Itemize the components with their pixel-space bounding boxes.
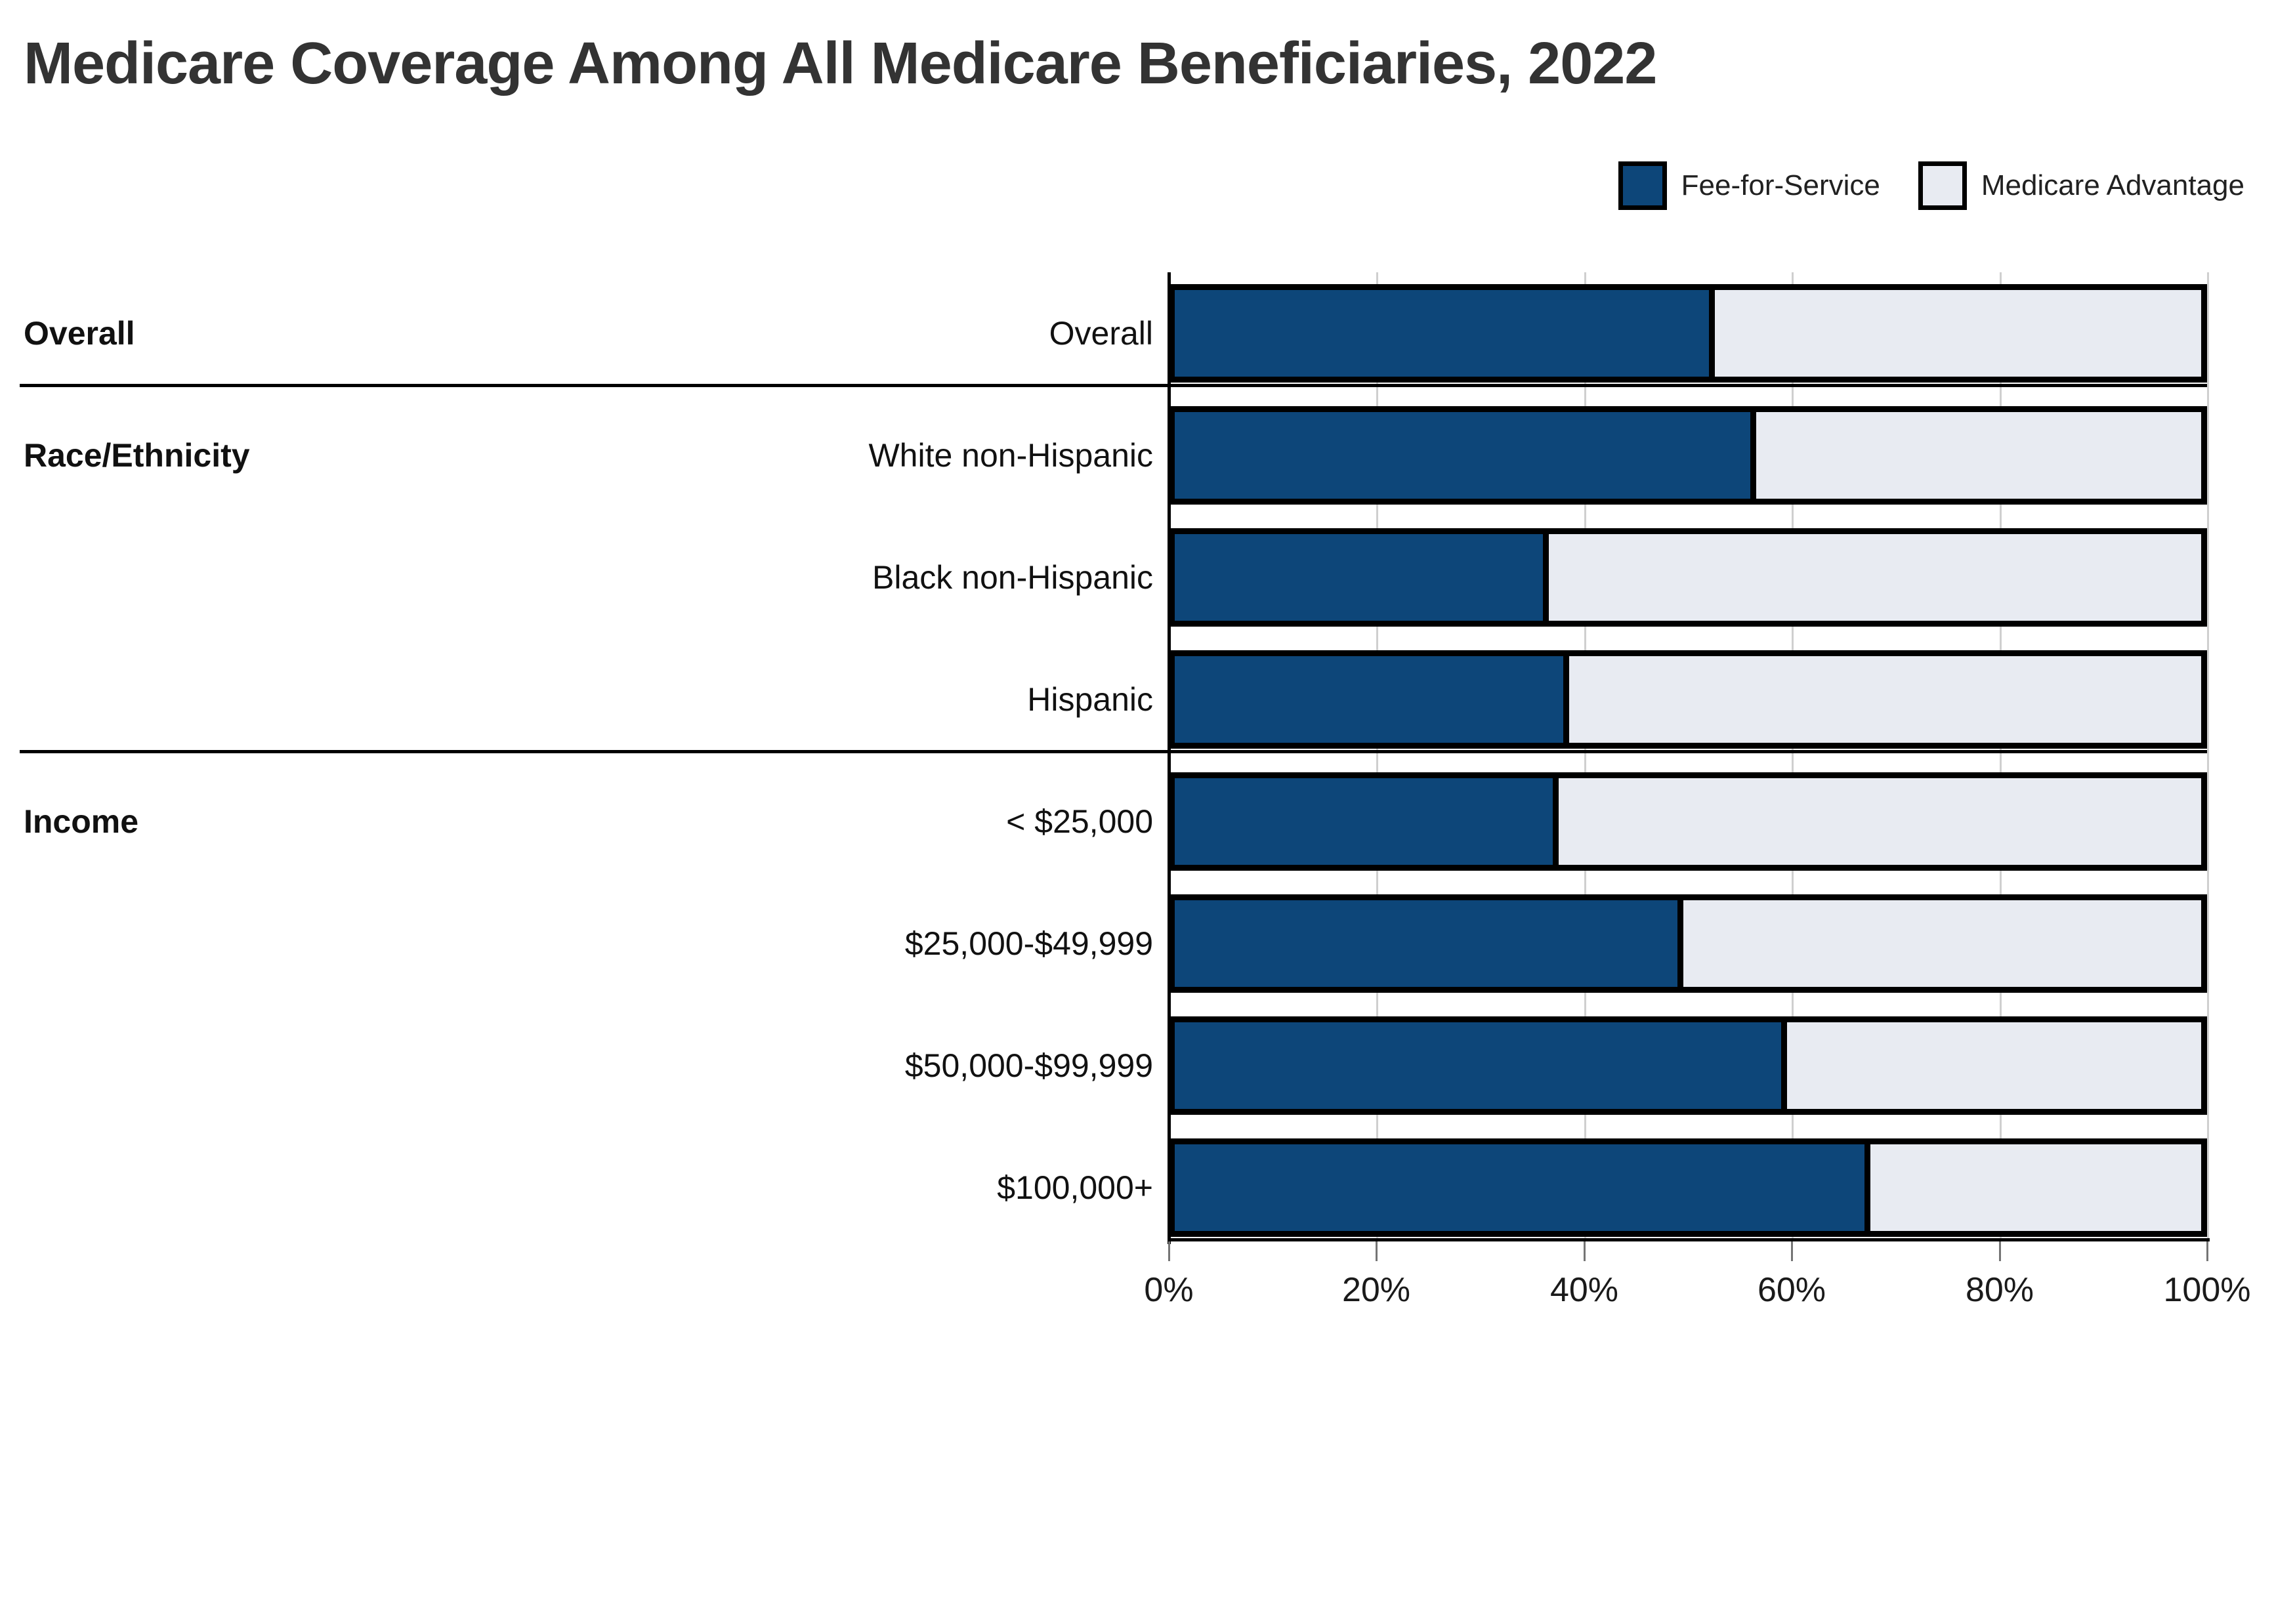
bar-segment-medicare-advantage[interactable] <box>1709 284 2207 383</box>
legend: Fee-for-Service Medicare Advantage <box>1618 161 2244 210</box>
bar-row <box>1169 772 2207 871</box>
bar-segment-fee-for-service[interactable] <box>1169 1138 1864 1237</box>
bar-segment-medicare-advantage[interactable] <box>1677 894 2207 993</box>
x-axis-tick <box>1168 1241 1170 1261</box>
bar-row <box>1169 528 2207 627</box>
fee-for-service-swatch-icon <box>1618 161 1667 210</box>
plot-area <box>1169 272 2209 1241</box>
x-axis-tick <box>1791 1241 1793 1261</box>
bar-row <box>1169 1138 2207 1237</box>
x-axis-tick <box>1376 1241 1378 1261</box>
category-label: Overall <box>1049 315 1153 352</box>
bar-segment-fee-for-service[interactable] <box>1169 772 1553 871</box>
legend-item-medicare-advantage[interactable]: Medicare Advantage <box>1918 161 2244 210</box>
bar-segment-medicare-advantage[interactable] <box>1553 772 2207 871</box>
x-tick-label: 40% <box>1549 1271 1619 1309</box>
group-label: Race/Ethnicity <box>24 437 250 474</box>
bar-segment-fee-for-service[interactable] <box>1169 528 1543 627</box>
bar-row <box>1169 650 2207 749</box>
x-tick-label: 60% <box>1757 1271 1826 1309</box>
v-gridline <box>2000 272 2002 1241</box>
category-label: < $25,000 <box>1006 803 1153 840</box>
bar-segment-medicare-advantage[interactable] <box>1563 650 2207 749</box>
v-gridline <box>1376 272 1378 1241</box>
bar-segment-fee-for-service[interactable] <box>1169 650 1563 749</box>
section-divider <box>20 384 2207 387</box>
bar-row <box>1169 284 2207 383</box>
bar-segment-fee-for-service[interactable] <box>1169 406 1750 505</box>
category-label: $100,000+ <box>997 1169 1153 1206</box>
bar-segment-fee-for-service[interactable] <box>1169 284 1709 383</box>
bar-segment-medicare-advantage[interactable] <box>1781 1016 2207 1115</box>
x-tick-label: 0% <box>1144 1271 1194 1309</box>
y-axis-line <box>1168 272 1171 1244</box>
v-gridline <box>1584 272 1586 1241</box>
category-label: Hispanic <box>1027 681 1153 718</box>
chart-title: Medicare Coverage Among All Medicare Ben… <box>24 31 1657 96</box>
x-axis-baseline <box>1168 1238 2210 1241</box>
x-tick-label: 80% <box>1965 1271 2034 1309</box>
legend-label: Fee-for-Service <box>1681 169 1880 201</box>
v-gridline <box>1792 272 1794 1241</box>
medicare-advantage-swatch-icon <box>1918 161 1967 210</box>
bar-row <box>1169 406 2207 505</box>
group-label: Overall <box>24 315 135 352</box>
x-axis-tick <box>2206 1241 2208 1261</box>
bar-segment-medicare-advantage[interactable] <box>1864 1138 2207 1237</box>
category-label: Black non-Hispanic <box>872 559 1153 596</box>
x-axis-tick <box>1584 1241 1586 1261</box>
legend-item-fee-for-service[interactable]: Fee-for-Service <box>1618 161 1880 210</box>
bar-segment-fee-for-service[interactable] <box>1169 1016 1781 1115</box>
x-tick-label: 20% <box>1341 1271 1411 1309</box>
bar-row <box>1169 1016 2207 1115</box>
category-label: $50,000-$99,999 <box>904 1047 1153 1084</box>
section-divider <box>20 750 2207 753</box>
category-label: $25,000-$49,999 <box>904 925 1153 962</box>
x-axis-tick <box>1999 1241 2001 1261</box>
legend-label: Medicare Advantage <box>1981 169 2244 201</box>
bar-segment-medicare-advantage[interactable] <box>1543 528 2207 627</box>
v-gridline <box>2207 272 2209 1241</box>
bar-row <box>1169 894 2207 993</box>
bar-segment-medicare-advantage[interactable] <box>1750 406 2207 505</box>
x-tick-label: 100% <box>2163 1271 2251 1309</box>
bar-segment-fee-for-service[interactable] <box>1169 894 1677 993</box>
category-label: White non-Hispanic <box>868 437 1153 474</box>
group-label: Income <box>24 803 139 840</box>
